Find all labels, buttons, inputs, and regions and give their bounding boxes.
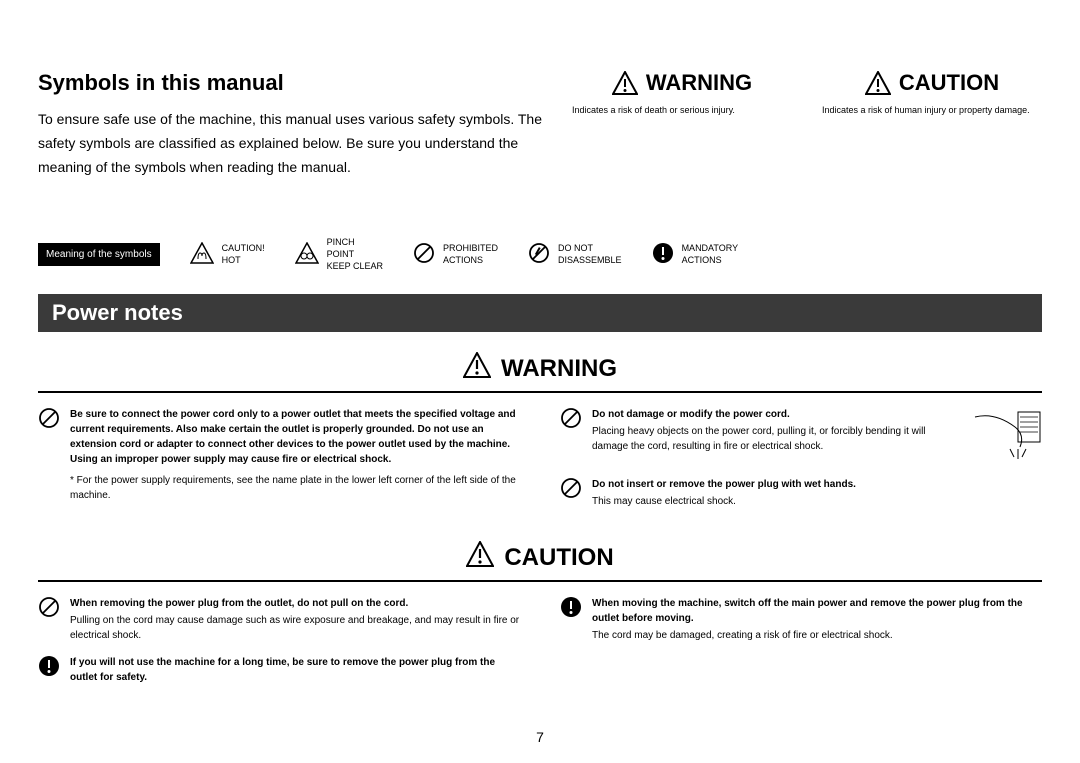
legend-pinch-label: PINCH POINT KEEP CLEAR	[327, 237, 383, 272]
caution-label: CAUTION	[899, 70, 999, 96]
divider	[38, 580, 1042, 582]
warning-triangle-icon	[463, 352, 491, 385]
caution-heading-text: CAUTION	[504, 544, 613, 572]
section-power-notes: Power notes	[38, 294, 1042, 332]
note-bold: Do not insert or remove the power plug w…	[592, 479, 856, 490]
note-item: When moving the machine, switch off the …	[560, 596, 1042, 643]
legend-mandatory-label: MANDATORY ACTIONS	[682, 243, 739, 266]
legend-badge: Meaning of the symbols	[38, 243, 160, 266]
hot-triangle-icon	[190, 242, 214, 268]
caution-sub: Indicates a risk of human injury or prop…	[822, 104, 1042, 117]
legend-hot: CAUTION! HOT	[190, 242, 265, 268]
note-bold: When removing the power plug from the ou…	[70, 598, 408, 609]
prohibited-icon	[38, 407, 60, 503]
note-sub: The cord may be damaged, creating a risk…	[592, 628, 1042, 643]
note-bold: Be sure to connect the power cord only t…	[70, 409, 516, 465]
legend-disassemble: DO NOT DISASSEMBLE	[528, 242, 622, 268]
note-sub: Pulling on the cord may cause damage suc…	[70, 613, 520, 643]
legend-prohibited: PROHIBITED ACTIONS	[413, 242, 498, 268]
note-item: Be sure to connect the power cord only t…	[38, 407, 520, 503]
symbols-desc: To ensure safe use of the machine, this …	[38, 108, 542, 179]
note-sub: Placing heavy objects on the power cord,…	[592, 424, 956, 454]
warning-heading-text: WARNING	[501, 355, 617, 383]
pinch-triangle-icon	[295, 242, 319, 268]
caution-triangle-icon	[865, 71, 891, 95]
note-item: Do not damage or modify the power cord. …	[560, 407, 1042, 465]
legend-disassemble-label: DO NOT DISASSEMBLE	[558, 243, 622, 266]
note-bold: When moving the machine, switch off the …	[592, 598, 1023, 624]
cord-damage-illustration-icon	[970, 407, 1042, 465]
legend-pinch: PINCH POINT KEEP CLEAR	[295, 237, 383, 272]
disassemble-icon	[528, 242, 550, 268]
divider	[38, 391, 1042, 393]
legend-row: Meaning of the symbols CAUTION! HOT PINC…	[38, 237, 1042, 272]
warning-content: Be sure to connect the power cord only t…	[38, 407, 1042, 521]
symbols-col: Symbols in this manual To ensure safe us…	[38, 70, 542, 179]
mandatory-icon	[38, 655, 60, 685]
warning-triangle-icon	[612, 71, 638, 95]
note-sub: This may cause electrical shock.	[592, 494, 856, 509]
caution-triangle-icon	[466, 541, 494, 574]
mandatory-icon	[652, 242, 674, 268]
warning-label: WARNING	[646, 70, 752, 96]
warning-sub: Indicates a risk of death or serious inj…	[572, 104, 792, 117]
caution-heading: CAUTION	[38, 541, 1042, 574]
prohibited-icon	[560, 477, 582, 509]
legend-prohibited-label: PROHIBITED ACTIONS	[443, 243, 498, 266]
prohibited-icon	[413, 242, 435, 268]
warning-heading: WARNING	[38, 352, 1042, 385]
prohibited-icon	[38, 596, 60, 643]
caution-def: CAUTION Indicates a risk of human injury…	[822, 70, 1042, 179]
note-foot: * For the power supply requirements, see…	[70, 473, 520, 503]
mandatory-icon	[560, 596, 582, 643]
page-number: 7	[0, 729, 1080, 745]
legend-hot-label: CAUTION! HOT	[222, 243, 265, 266]
legend-mandatory: MANDATORY ACTIONS	[652, 242, 739, 268]
note-item: When removing the power plug from the ou…	[38, 596, 520, 643]
caution-content: When removing the power plug from the ou…	[38, 596, 1042, 697]
warning-def: WARNING Indicates a risk of death or ser…	[572, 70, 792, 179]
note-bold: If you will not use the machine for a lo…	[70, 657, 495, 683]
note-bold: Do not damage or modify the power cord.	[592, 409, 790, 420]
prohibited-icon	[560, 407, 582, 465]
symbols-title: Symbols in this manual	[38, 70, 542, 96]
header-row: Symbols in this manual To ensure safe us…	[38, 70, 1042, 179]
note-item: If you will not use the machine for a lo…	[38, 655, 520, 685]
note-item: Do not insert or remove the power plug w…	[560, 477, 1042, 509]
